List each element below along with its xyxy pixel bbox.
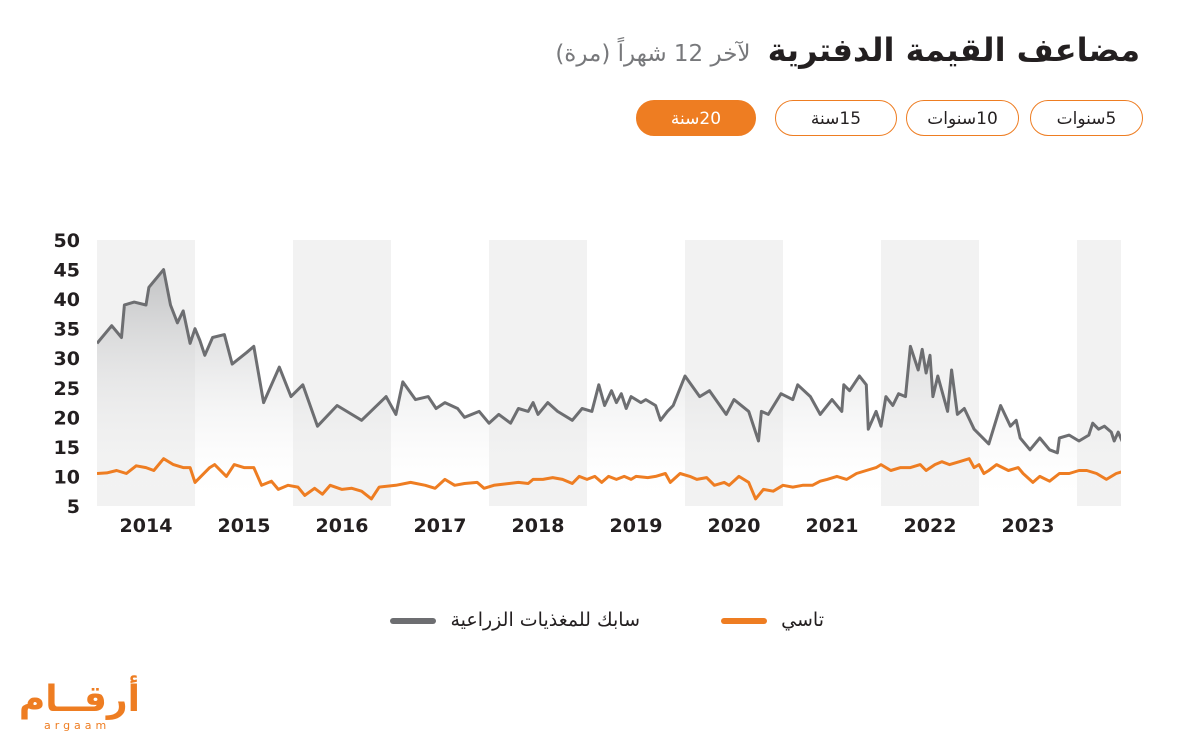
series-area-sabic-agri (97, 269, 1121, 506)
x-tick-label-2019: 2019 (610, 515, 663, 537)
legend-label-sabic-agri: سابك للمغذيات الزراعية (450, 609, 640, 631)
y-tick-label-10: 10 (54, 466, 80, 488)
x-tick-label-2020: 2020 (708, 515, 761, 537)
y-tick-label-30: 30 (54, 348, 80, 370)
x-tick-label-2016: 2016 (316, 515, 369, 537)
legend-item-sabic-agri: سابك للمغذيات الزراعية (390, 604, 640, 636)
chart-title: مضاعف القيمة الدفترية (767, 31, 1140, 69)
period-tabs: 5سنوات 10سنوات 15سنة 20سنة (0, 100, 1200, 140)
y-tick-label-15: 15 (54, 437, 80, 459)
line-chart: 5 10 15 20 25 30 35 40 45 50 2014 2015 2016 2017 2018 2… (54, 230, 1121, 537)
y-tick-label-35: 35 (54, 319, 80, 341)
x-tick-label-2018: 2018 (512, 515, 565, 537)
x-tick-label-2021: 2021 (806, 515, 859, 537)
chart-legend: سابك للمغذيات الزراعية تاسي (0, 604, 1200, 640)
logo-arabic-text: أرقــام (18, 679, 140, 720)
tab-20-years[interactable]: 20سنة (636, 100, 756, 136)
y-tick-label-20: 20 (54, 407, 80, 429)
x-tick-label-2017: 2017 (414, 515, 467, 537)
series-line-tasi (97, 457, 1121, 501)
y-tick-label-25: 25 (54, 378, 80, 400)
legend-swatch-tasi (721, 617, 768, 624)
x-tick-label-2022: 2022 (904, 515, 957, 537)
x-tick-label-2014: 2014 (120, 515, 173, 537)
legend-label-tasi: تاسي (781, 609, 824, 631)
legend-item-tasi: تاسي (721, 604, 824, 636)
chart-title-row: مضاعف القيمة الدفترية لآخر 12 شهراً (مرة… (555, 24, 1140, 82)
tab-10-years[interactable]: 10سنوات (906, 100, 1019, 136)
y-tick-label-45: 45 (54, 260, 80, 282)
x-tick-label-2023: 2023 (1002, 515, 1055, 537)
logo-latin-text: argaam (44, 719, 111, 732)
tab-15-years[interactable]: 15سنة (775, 100, 897, 136)
legend-swatch-sabic-agri (390, 617, 437, 624)
chart-subtitle: لآخر 12 شهراً (مرة) (555, 41, 751, 67)
tab-5-years[interactable]: 5سنوات (1030, 100, 1143, 136)
y-tick-label-40: 40 (54, 289, 80, 311)
series-line-sabic-agri (97, 268, 1121, 455)
x-tick-label-2015: 2015 (218, 515, 271, 537)
y-tick-label-50: 50 (54, 230, 80, 252)
y-tick-label-5: 5 (67, 496, 80, 518)
argaam-logo: أرقــام argaam (18, 679, 140, 740)
